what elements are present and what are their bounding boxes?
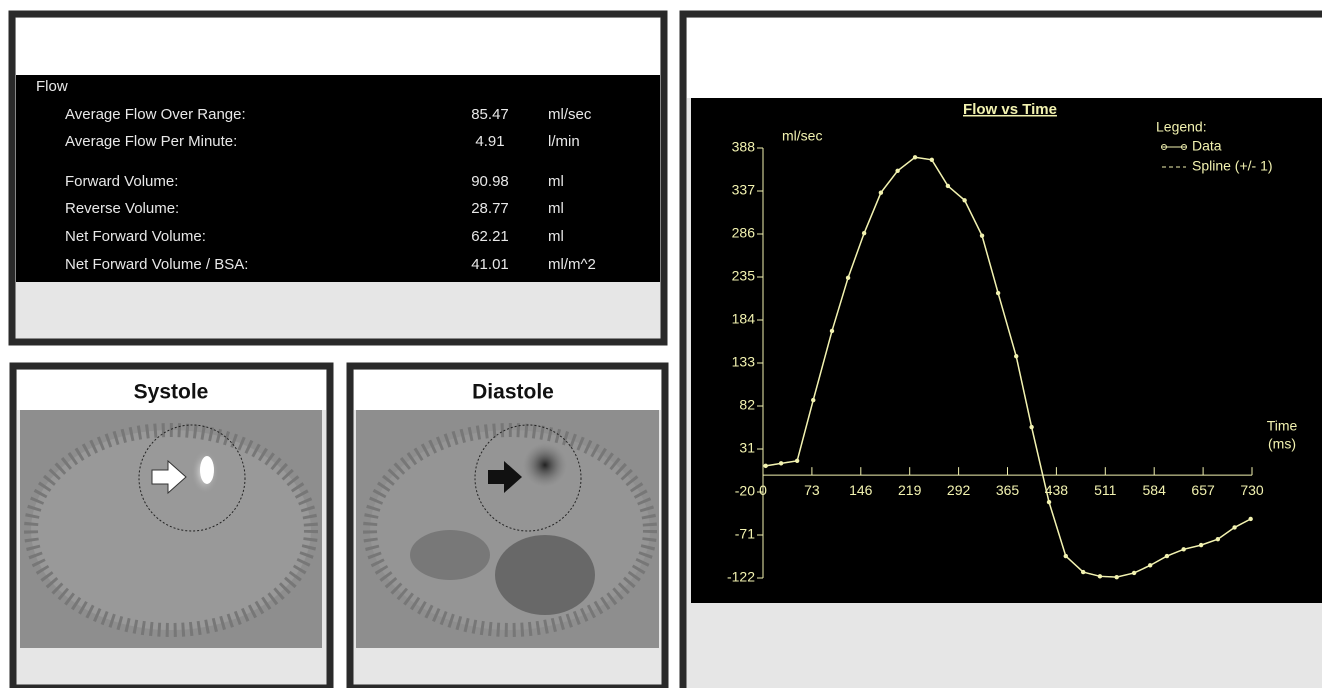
row-value: 90.98 xyxy=(471,173,509,190)
row-label: Net Forward Volume: xyxy=(65,228,206,245)
legend-label: Spline (+/- 1) xyxy=(1192,158,1273,174)
row-label: Reverse Volume: xyxy=(65,200,179,217)
row-label: Average Flow Per Minute: xyxy=(65,133,237,150)
chart-title: Flow vs Time xyxy=(963,101,1057,118)
row-value: 4.91 xyxy=(475,133,504,150)
legend-title: Legend: xyxy=(1156,119,1207,135)
x-tick-label: 730 xyxy=(1240,482,1264,498)
row-value: 85.47 xyxy=(471,106,509,123)
row-label: Average Flow Over Range: xyxy=(65,106,246,123)
x-tick-label: 657 xyxy=(1191,482,1215,498)
y-tick-label: 235 xyxy=(732,268,756,284)
chart-area xyxy=(691,98,1322,603)
row-unit: ml xyxy=(548,200,564,217)
row-value: 41.01 xyxy=(471,256,509,273)
x-tick-label: 292 xyxy=(947,482,971,498)
data-point xyxy=(1199,543,1203,547)
y-tick-label: -20 xyxy=(735,483,755,499)
legend-label: Data xyxy=(1192,138,1222,154)
section-title: Flow xyxy=(36,78,68,95)
image-label: Diastole xyxy=(472,381,554,404)
y-tick-label: 31 xyxy=(739,440,755,456)
y-tick-label: -71 xyxy=(735,526,755,542)
row-unit: ml xyxy=(548,228,564,245)
mri-image xyxy=(20,410,322,648)
mri-image xyxy=(356,410,659,648)
x-axis-label: Time xyxy=(1267,418,1298,434)
y-tick-label: 82 xyxy=(739,397,755,413)
x-tick-label: 73 xyxy=(804,482,820,498)
y-tick-label: 286 xyxy=(732,225,756,241)
y-tick-label: 184 xyxy=(732,311,756,327)
data-point xyxy=(946,184,950,188)
y-tick-label: -122 xyxy=(727,569,755,585)
x-tick-label: 365 xyxy=(996,482,1020,498)
x-tick-label: 511 xyxy=(1094,482,1117,498)
row-value: 62.21 xyxy=(471,228,509,245)
x-tick-label: 219 xyxy=(898,482,922,498)
row-label: Net Forward Volume / BSA: xyxy=(65,256,248,273)
y-tick-label: 337 xyxy=(732,182,756,198)
x-tick-label: 146 xyxy=(849,482,873,498)
image-label: Systole xyxy=(134,381,209,404)
row-label: Forward Volume: xyxy=(65,173,178,190)
row-unit: ml xyxy=(548,173,564,190)
y-tick-label: 133 xyxy=(732,354,756,370)
chart-header xyxy=(687,18,1322,98)
data-point xyxy=(1248,517,1252,521)
row-value: 28.77 xyxy=(471,200,509,217)
y-tick-label: 388 xyxy=(732,139,756,155)
row-unit: ml/sec xyxy=(548,106,592,123)
y-axis-label: ml/sec xyxy=(782,128,822,144)
x-tick-label: 438 xyxy=(1045,482,1069,498)
figure: Flow Systole Diastole Flow vs Time ml/se… xyxy=(0,0,1322,688)
x-axis-unit: (ms) xyxy=(1268,436,1296,452)
x-tick-label: 584 xyxy=(1143,482,1167,498)
table-header xyxy=(16,18,660,75)
row-unit: ml/m^2 xyxy=(548,256,596,273)
row-unit: l/min xyxy=(548,133,580,150)
page: Flow Systole Diastole Flow vs Time ml/se… xyxy=(0,0,1322,688)
x-tick-label: 0 xyxy=(759,482,767,498)
data-point xyxy=(1165,554,1169,558)
